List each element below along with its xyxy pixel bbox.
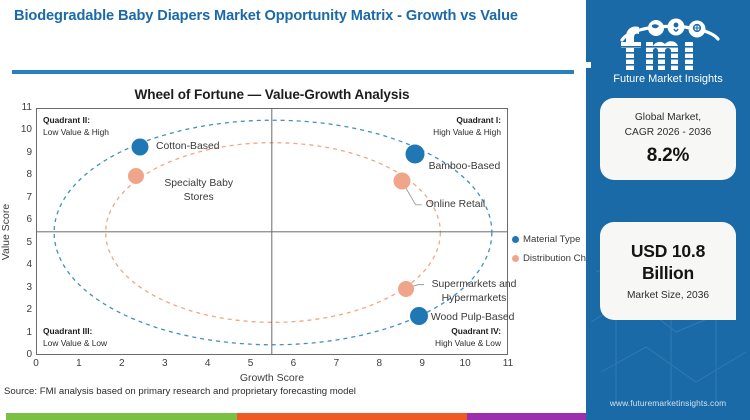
sidebar-notch [586, 62, 591, 68]
x-tick-label: 7 [333, 358, 340, 369]
chart-container: Wheel of Fortune — Value-Growth Analysis… [0, 84, 609, 384]
cagr-caption-line2: CAGR 2026 - 2036 [624, 126, 712, 138]
page-title: Biodegradable Baby Diapers Market Opport… [14, 8, 518, 24]
quadrant-q1-title: Quadrant I: [456, 115, 501, 125]
page-header: Biodegradable Baby Diapers Market Opport… [0, 6, 586, 27]
y-tick-label: 3 [26, 281, 32, 293]
sidebar-panel: Future Market Insights Global Market, CA… [586, 0, 750, 420]
x-tick-label: 3 [161, 358, 168, 369]
y-tick-label: 9 [26, 146, 32, 158]
x-tick-label: 2 [119, 358, 125, 369]
legend-swatch-icon [512, 255, 519, 262]
header-divider [12, 70, 574, 74]
x-tick-label: 10 [459, 358, 471, 369]
x-tick-label: 11 [502, 358, 514, 369]
data-point-label: Online Retail [425, 198, 486, 210]
y-tick-label: 11 [21, 102, 32, 113]
market-size-value-line2: Billion [641, 263, 695, 283]
label-leader-line [401, 180, 422, 206]
cagr-caption-line1: Global Market, [634, 111, 702, 123]
plot-area: Quadrant II: Low Value & High Quadrant I… [36, 108, 516, 355]
x-axis-ticks: 0 1 2 3 4 5 6 7 8 9 10 11 [33, 358, 513, 373]
legend-item[interactable]: Distribution Channel [512, 253, 609, 264]
data-point-label: Supermarkets and Hypermarkets [431, 278, 517, 304]
x-tick-label: 8 [376, 358, 383, 369]
market-size-caption: Market Size, 2036 [626, 289, 710, 301]
data-point-bubble[interactable] [393, 172, 411, 190]
data-point-bubble[interactable] [131, 138, 149, 156]
data-point-bubble[interactable] [127, 168, 144, 185]
quadrant-label-q4: Quadrant IV: High Value & Low [435, 325, 501, 349]
source-note: Source: FMI analysis based on primary re… [4, 386, 356, 397]
chart-legend: Material Type Distribution Channel [512, 234, 609, 272]
quadrant-divider-horizontal [37, 230, 507, 233]
legend-swatch-icon [512, 236, 519, 243]
quadrant-label-q2: Quadrant II: Low Value & High [43, 114, 109, 138]
quadrant-label-q3: Quadrant III: Low Value & Low [43, 325, 107, 349]
y-tick-label: 2 [26, 304, 32, 316]
website-url: www.futuremarketinsights.com [609, 398, 727, 408]
inner-ellipse [105, 142, 441, 323]
y-tick-label: 4 [26, 259, 32, 271]
fmi-logo: Future Market Insights [613, 18, 723, 85]
y-tick-label: 10 [20, 124, 32, 136]
x-tick-label: 6 [290, 358, 297, 369]
quadrant-q3-desc: Low Value & Low [43, 337, 108, 348]
y-tick-label: 6 [26, 214, 32, 226]
x-tick-label: 0 [33, 358, 39, 369]
quadrant-q4-title: Quadrant IV: [451, 325, 501, 336]
x-tick-label: 5 [247, 358, 254, 369]
x-tick-label: 9 [419, 358, 425, 369]
y-tick-label: 5 [26, 236, 32, 248]
data-point-label: Cotton-Based [155, 141, 220, 153]
logo-tagline-text: Future Market Insights [613, 73, 723, 85]
y-axis-ticks: 0 1 2 3 4 5 6 7 8 9 10 11 [8, 103, 32, 360]
market-size-value-line1: USD 10.8 [630, 241, 706, 262]
data-point-bubble[interactable] [398, 280, 415, 297]
quadrant-q3-title: Quadrant III: [43, 325, 93, 336]
y-tick-label: 1 [26, 326, 32, 338]
y-tick-label: 0 [26, 349, 32, 360]
footer-bar-segment [236, 413, 468, 420]
legend-item[interactable]: Material Type [512, 234, 586, 245]
y-tick-label: 7 [26, 191, 32, 203]
data-point-label: Specialty Baby Stores [164, 178, 234, 204]
chart-title: Wheel of Fortune — Value-Growth Analysis [134, 87, 410, 102]
stat-card-market-size: USD 10.8 Billion Market Size, 2036 [600, 222, 736, 320]
quadrant-q2-title: Quadrant II: [43, 115, 90, 125]
data-point-bubble[interactable] [409, 306, 428, 325]
outer-ellipse [53, 119, 493, 346]
legend-label: Distribution Channel [523, 253, 610, 264]
quadrant-q2-desc: Low Value & High [43, 127, 109, 138]
data-point-bubble[interactable] [405, 144, 425, 164]
footer-bar-segment [6, 413, 237, 420]
x-tick-label: 1 [76, 358, 82, 369]
quadrant-q4-desc: High Value & Low [435, 337, 501, 348]
legend-label: Material Type [523, 234, 581, 245]
x-tick-label: 4 [204, 358, 211, 369]
x-axis-label: Growth Score [239, 372, 305, 384]
footer-bar-segment [467, 413, 669, 420]
quadrant-q1-desc: High Value & High [433, 127, 501, 138]
cagr-value: 8.2% [646, 145, 690, 167]
y-tick-label: 8 [26, 169, 32, 181]
main-content-column: Biodegradable Baby Diapers Market Opport… [0, 6, 610, 397]
stat-card-cagr: Global Market, CAGR 2026 - 2036 8.2% [600, 98, 736, 180]
data-point-label: Wood Pulp-Based [430, 311, 515, 323]
quadrant-label-q1: Quadrant I: High Value & High [433, 114, 501, 138]
data-point-label: Bamboo-Based [428, 160, 501, 172]
